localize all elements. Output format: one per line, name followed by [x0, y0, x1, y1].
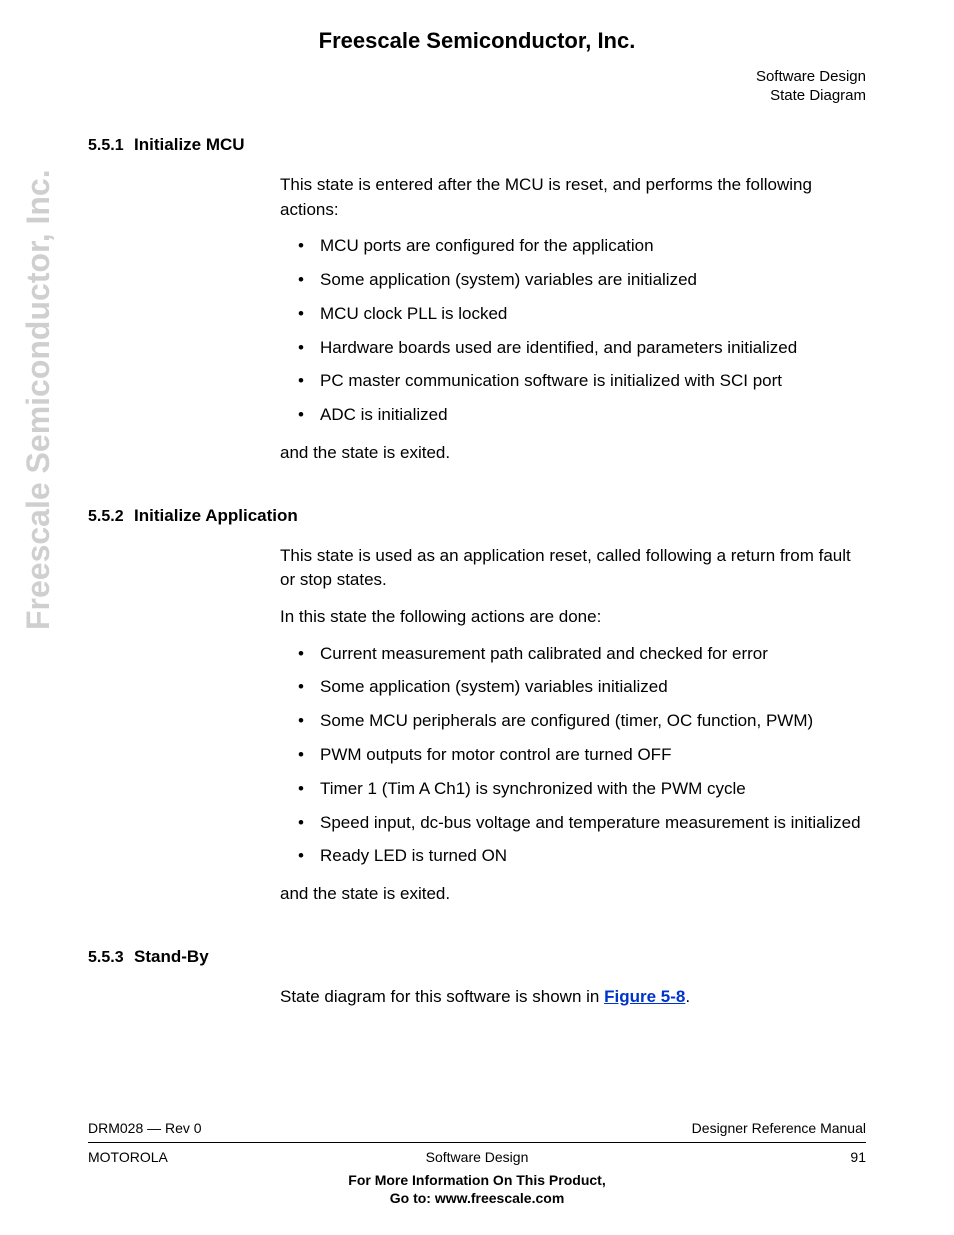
paragraph: This state is used as an application res…: [280, 544, 866, 593]
footer-top-row: DRM028 — Rev 0 Designer Reference Manual: [88, 1120, 866, 1140]
paragraph: This state is entered after the MCU is r…: [280, 173, 866, 222]
section-title: Initialize Application: [134, 506, 298, 526]
footer-rule: [88, 1142, 866, 1143]
figure-link[interactable]: Figure 5-8: [604, 987, 685, 1006]
section-number: 5.5.3: [88, 949, 124, 967]
content-area: 5.5.1 Initialize MCU This state is enter…: [88, 135, 866, 1021]
list-item: Hardware boards used are identified, and…: [280, 336, 866, 360]
header-company-title: Freescale Semiconductor, Inc.: [0, 28, 954, 54]
document-page: Freescale Semiconductor, Inc. Freescale …: [0, 0, 954, 1235]
header-right-line1: Software Design: [756, 68, 866, 87]
list-item: Current measurement path calibrated and …: [280, 642, 866, 666]
page-footer: DRM028 — Rev 0 Designer Reference Manual…: [88, 1120, 866, 1207]
section-heading-initialize-mcu: 5.5.1 Initialize MCU: [88, 135, 866, 155]
paragraph: State diagram for this software is shown…: [280, 985, 866, 1010]
section-title: Initialize MCU: [134, 135, 245, 155]
section-body-initialize-application: This state is used as an application res…: [280, 544, 866, 907]
footer-promo-line1: For More Information On This Product,: [88, 1171, 866, 1189]
paragraph: In this state the following actions are …: [280, 605, 866, 630]
section-heading-stand-by: 5.5.3 Stand-By: [88, 947, 866, 967]
footer-chapter: Software Design: [88, 1149, 866, 1165]
header-right-line2: State Diagram: [756, 87, 866, 106]
list-item: Some MCU peripherals are configured (tim…: [280, 709, 866, 733]
footer-manual-name: Designer Reference Manual: [692, 1120, 866, 1136]
footer-doc-rev: DRM028 — Rev 0: [88, 1120, 202, 1136]
section-number: 5.5.1: [88, 137, 124, 155]
list-item: Some application (system) variables are …: [280, 268, 866, 292]
side-watermark: Freescale Semiconductor, Inc.: [20, 169, 57, 630]
paragraph: and the state is exited.: [280, 882, 866, 907]
bullet-list: Current measurement path calibrated and …: [280, 642, 866, 869]
text-run: .: [685, 987, 690, 1006]
bullet-list: MCU ports are configured for the applica…: [280, 234, 866, 427]
list-item: Speed input, dc-bus voltage and temperat…: [280, 811, 866, 835]
section-number: 5.5.2: [88, 508, 124, 526]
list-item: PC master communication software is init…: [280, 369, 866, 393]
footer-bottom-row: MOTOROLA Software Design 91: [88, 1149, 866, 1167]
section-body-stand-by: State diagram for this software is shown…: [280, 985, 866, 1010]
list-item: Ready LED is turned ON: [280, 844, 866, 868]
footer-promo: For More Information On This Product, Go…: [88, 1171, 866, 1207]
section-body-initialize-mcu: This state is entered after the MCU is r…: [280, 173, 866, 466]
footer-promo-line2: Go to: www.freescale.com: [88, 1189, 866, 1207]
list-item: Timer 1 (Tim A Ch1) is synchronized with…: [280, 777, 866, 801]
list-item: Some application (system) variables init…: [280, 675, 866, 699]
text-run: State diagram for this software is shown…: [280, 987, 604, 1006]
list-item: ADC is initialized: [280, 403, 866, 427]
header-section-ref: Software Design State Diagram: [756, 68, 866, 106]
list-item: MCU ports are configured for the applica…: [280, 234, 866, 258]
section-title: Stand-By: [134, 947, 209, 967]
list-item: PWM outputs for motor control are turned…: [280, 743, 866, 767]
section-heading-initialize-application: 5.5.2 Initialize Application: [88, 506, 866, 526]
paragraph: and the state is exited.: [280, 441, 866, 466]
list-item: MCU clock PLL is locked: [280, 302, 866, 326]
